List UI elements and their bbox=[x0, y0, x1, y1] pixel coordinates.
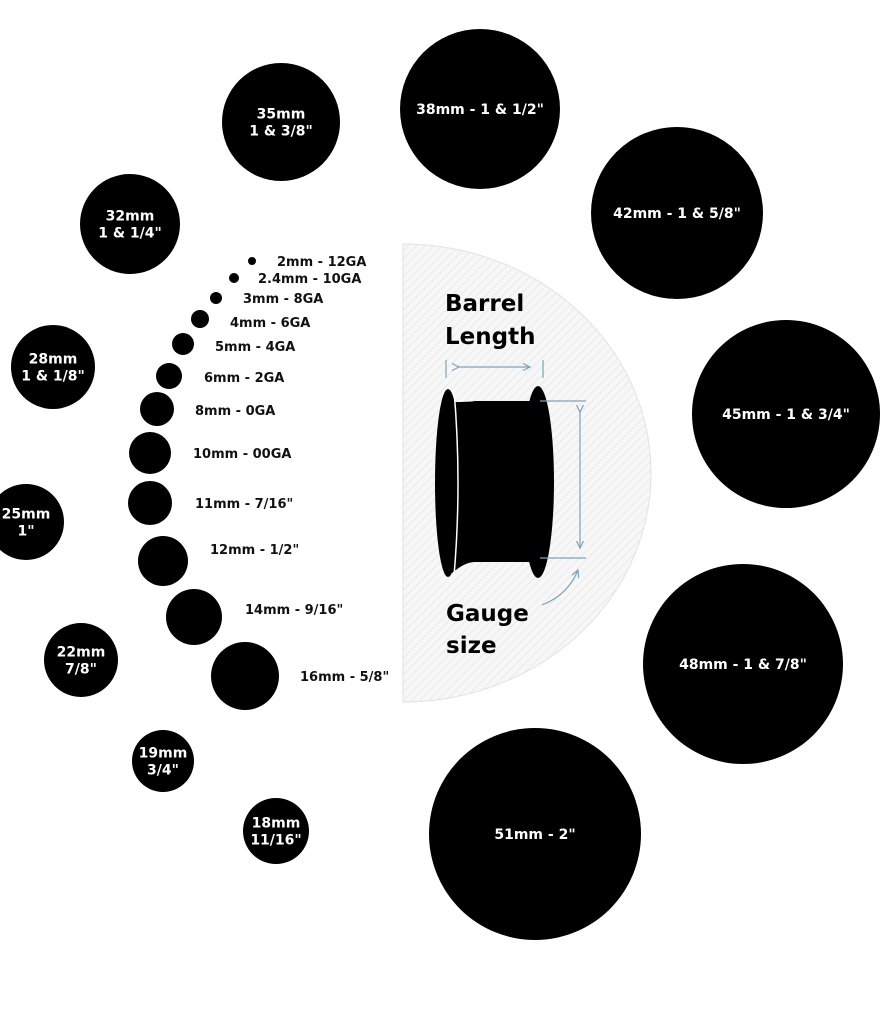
plug-circle bbox=[643, 564, 843, 764]
plug-illustration bbox=[435, 386, 554, 578]
diagram-panel: Barrel Length Gauge size bbox=[402, 243, 652, 703]
size-item: 4mm - 6GA bbox=[191, 310, 310, 331]
size-label: 10mm - 00GA bbox=[193, 447, 291, 462]
plug-circle bbox=[0, 484, 64, 560]
size-label: 12mm - 1/2" bbox=[210, 543, 299, 558]
size-item: 6mm - 2GA bbox=[156, 363, 284, 389]
plug-circle bbox=[156, 363, 182, 389]
size-label: 38mm - 1 & 1/2" bbox=[416, 102, 544, 118]
size-item: 10mm - 00GA bbox=[129, 432, 291, 474]
size-item: 45mm - 1 & 3/4" bbox=[692, 320, 880, 508]
size-label: 2.4mm - 10GA bbox=[258, 272, 361, 287]
size-label: 14mm - 9/16" bbox=[245, 603, 343, 618]
plug-circle bbox=[138, 536, 188, 586]
size-item: 51mm - 2" bbox=[429, 728, 641, 940]
gauge-label-line2: size bbox=[446, 633, 497, 659]
size-item: 12mm - 1/2" bbox=[138, 536, 299, 586]
small-sizes: 2mm - 12GA 2.4mm - 10GA 3mm - 8GA 4mm - 6GA… bbox=[128, 255, 389, 710]
size-label: 7/8" bbox=[65, 662, 97, 678]
barrel-length-arrow bbox=[445, 360, 544, 378]
size-item: 2mm - 12GA bbox=[248, 255, 366, 270]
plug-circle bbox=[591, 127, 763, 299]
size-label: 22mm bbox=[57, 645, 106, 661]
size-item: 8mm - 0GA bbox=[140, 392, 275, 426]
size-label: 18mm bbox=[252, 816, 301, 832]
plug-circle bbox=[429, 728, 641, 940]
plug-circle bbox=[80, 174, 180, 274]
size-label: 1 & 1/4" bbox=[98, 226, 162, 242]
size-label: 1 & 3/8" bbox=[249, 124, 313, 140]
plug-circle bbox=[166, 589, 222, 645]
size-label: 11mm - 7/16" bbox=[195, 497, 293, 512]
size-label: 48mm - 1 & 7/8" bbox=[679, 657, 807, 673]
plug-circle bbox=[248, 257, 256, 265]
size-label: 6mm - 2GA bbox=[204, 371, 284, 386]
plug-circle bbox=[129, 432, 171, 474]
size-item: 42mm - 1 & 5/8" bbox=[591, 127, 763, 299]
size-label: 19mm bbox=[139, 746, 188, 762]
size-item: 3mm - 8GA bbox=[210, 292, 323, 307]
plug-circle bbox=[191, 310, 209, 328]
size-label: 8mm - 0GA bbox=[195, 404, 275, 419]
size-item: 11mm - 7/16" bbox=[128, 481, 293, 525]
size-label: 5mm - 4GA bbox=[215, 340, 295, 355]
size-label: 51mm - 2" bbox=[494, 827, 575, 843]
plug-circle bbox=[692, 320, 880, 508]
plug-circle bbox=[172, 333, 194, 355]
plug-circle bbox=[243, 798, 309, 864]
plug-circle bbox=[11, 325, 95, 409]
plug-circle bbox=[229, 273, 239, 283]
size-label: 32mm bbox=[106, 209, 155, 225]
plug-circle bbox=[400, 29, 560, 189]
size-label: 3mm - 8GA bbox=[243, 292, 323, 307]
size-label: 11/16" bbox=[250, 833, 301, 849]
size-label: 35mm bbox=[257, 107, 306, 123]
size-item: 5mm - 4GA bbox=[172, 333, 295, 355]
size-label: 28mm bbox=[29, 352, 78, 368]
gauge-label-line1: Gauge bbox=[446, 601, 529, 627]
plug-circle bbox=[132, 730, 194, 792]
plug-circle bbox=[44, 623, 118, 697]
plug-circle bbox=[210, 292, 222, 304]
size-label: 2mm - 12GA bbox=[277, 255, 366, 270]
size-item: 2.4mm - 10GA bbox=[229, 272, 361, 287]
plug-circle bbox=[128, 481, 172, 525]
size-label: 42mm - 1 & 5/8" bbox=[613, 206, 741, 222]
barrel-label-line1: Barrel bbox=[445, 291, 524, 317]
size-item: 16mm - 5/8" bbox=[211, 642, 389, 710]
size-label: 16mm - 5/8" bbox=[300, 670, 389, 685]
size-label: 3/4" bbox=[147, 763, 179, 779]
barrel-label-line2: Length bbox=[445, 324, 535, 350]
size-label: 25mm bbox=[2, 507, 51, 523]
plug-circle bbox=[222, 63, 340, 181]
size-item: 14mm - 9/16" bbox=[166, 589, 343, 645]
size-label: 1 & 1/8" bbox=[21, 369, 85, 385]
size-item: 48mm - 1 & 7/8" bbox=[643, 564, 843, 764]
size-label: 4mm - 6GA bbox=[230, 316, 310, 331]
size-label: 1" bbox=[17, 524, 34, 540]
size-label: 45mm - 1 & 3/4" bbox=[722, 407, 850, 423]
plug-circle bbox=[140, 392, 174, 426]
plug-circle bbox=[211, 642, 279, 710]
gauge-size-arrow bbox=[540, 400, 586, 606]
size-item: 38mm - 1 & 1/2" bbox=[400, 29, 560, 189]
